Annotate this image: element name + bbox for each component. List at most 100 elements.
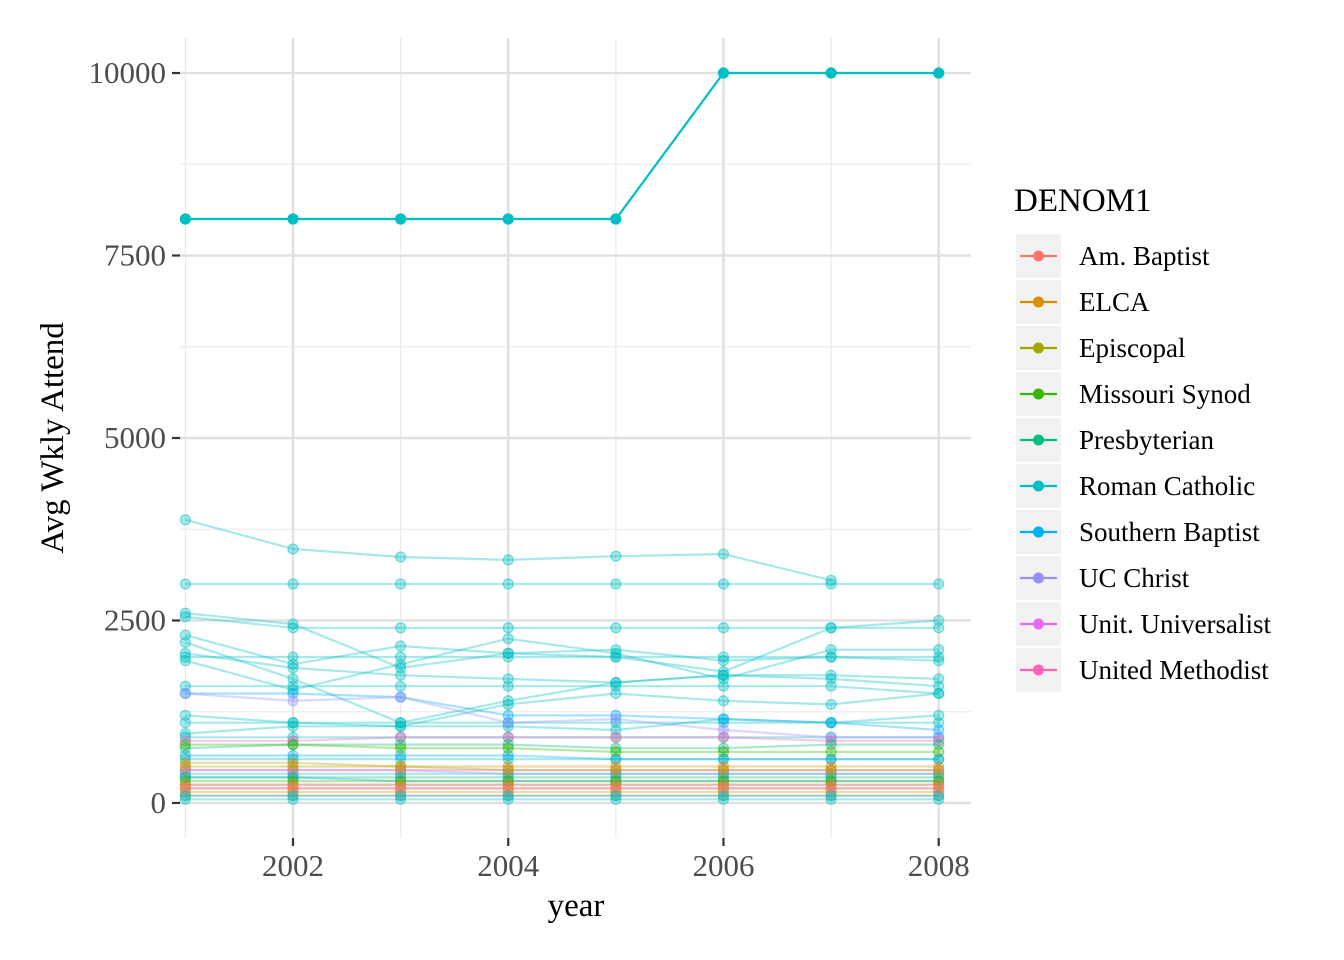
data-point [611,761,621,771]
legend-entry: UC Christ [1016,556,1190,600]
x-tick-label: 2004 [477,848,540,883]
legend-key-point [1033,481,1044,492]
legend-key-point [1033,343,1044,354]
data-point [180,515,190,525]
data-point [396,681,406,691]
data-point [288,652,298,662]
legend-label: ELCA [1079,287,1150,317]
legend-entry: Episcopal [1016,326,1185,370]
data-point [396,214,406,224]
y-tick-label: 5000 [104,420,166,455]
data-point [718,714,728,724]
data-point [718,681,728,691]
legend-key-point [1033,251,1044,262]
data-point [180,214,190,224]
data-point [503,623,513,633]
data-point [503,718,513,728]
data-point [934,579,944,589]
legend-key-point [1033,435,1044,446]
data-point [396,579,406,589]
data-point [934,674,944,684]
data-point [934,688,944,698]
y-tick-label: 0 [151,785,167,820]
data-point [288,758,298,768]
data-point [826,718,836,728]
data-point [718,761,728,771]
data-point [180,612,190,622]
legend: DENOM1 Am. BaptistELCAEpiscopalMissouri … [1014,183,1271,692]
x-tick-label: 2008 [908,848,970,883]
legend-label: Am. Baptist [1079,241,1210,271]
data-point [718,732,728,742]
data-point [503,794,513,804]
data-point [288,663,298,673]
legend-entry: Unit. Universalist [1016,602,1271,646]
data-point [503,743,513,753]
legend-label: Episcopal [1079,333,1185,363]
legend-label: Southern Baptist [1079,517,1260,547]
data-point [934,623,944,633]
legend-key-point [1033,665,1044,676]
legend-key-point [1033,297,1044,308]
data-point [503,579,513,589]
legend-entries: Am. Baptist ELCA Episcopal Missouri Synod Pr… [1016,234,1271,692]
data-point [396,552,406,562]
data-point [826,670,836,680]
data-point [934,645,944,655]
data-point [934,794,944,804]
data-point [396,743,406,753]
legend-label: Missouri Synod [1079,379,1251,409]
data-point [180,637,190,647]
y-axis-ticks: 0 2500 5000 7500 10000 [89,55,181,820]
data-point [180,758,190,768]
data-point [611,551,621,561]
data-point [826,699,836,709]
legend-entry: Roman Catholic [1016,464,1255,508]
data-point [180,740,190,750]
x-tick-label: 2002 [262,848,324,883]
y-axis-title: Avg Wkly Attend [35,322,71,554]
data-point [611,794,621,804]
legend-label: United Methodist [1079,655,1269,685]
data-point [288,544,298,554]
data-point [611,623,621,633]
data-point [718,696,728,706]
data-point [826,794,836,804]
legend-entry: Presbyterian [1016,418,1214,462]
legend-label: Unit. Universalist [1079,609,1271,639]
data-point [718,652,728,662]
legend-entry: Am. Baptist [1016,234,1210,278]
data-point [503,555,513,565]
data-point [288,696,298,706]
data-point [826,579,836,589]
data-point [180,579,190,589]
data-point [826,747,836,757]
data-point [611,714,621,724]
data-point [503,761,513,771]
legend-label: Roman Catholic [1079,471,1255,501]
data-point [611,579,621,589]
data-point [396,721,406,731]
legend-entry: United Methodist [1016,648,1269,692]
data-point [826,645,836,655]
x-axis-ticks: 2002 2004 2006 2008 [262,838,970,883]
data-point [503,214,513,224]
data-point [396,641,406,651]
legend-key-point [1033,527,1044,538]
x-axis-title: year [548,888,605,924]
data-point [396,670,406,680]
legend-entry: ELCA [1016,280,1150,324]
data-point [396,659,406,669]
x-tick-label: 2006 [692,848,754,883]
data-point [934,761,944,771]
data-point [503,634,513,644]
data-point [611,688,621,698]
data-point [826,623,836,633]
data-point [718,623,728,633]
data-point [718,549,728,559]
data-point [611,214,621,224]
data-point [396,623,406,633]
legend-key-point [1033,389,1044,400]
data-point [396,794,406,804]
data-point [718,579,728,589]
